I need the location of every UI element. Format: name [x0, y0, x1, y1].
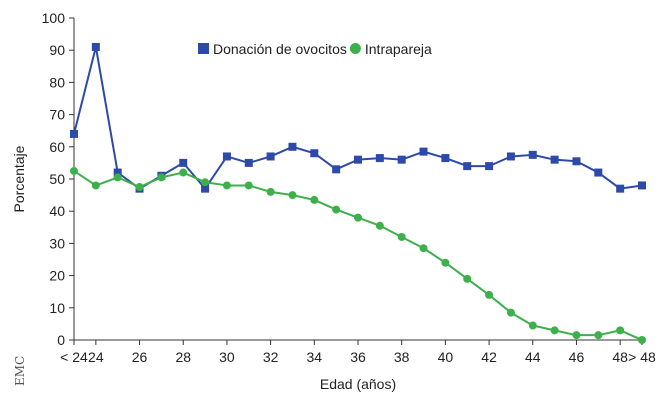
data-point — [354, 155, 362, 164]
emc-watermark: EMC — [13, 356, 27, 386]
x-tick-label: 32 — [263, 349, 279, 365]
data-point — [70, 166, 78, 175]
data-point — [572, 157, 581, 166]
x-tick-label: < 24 — [60, 349, 88, 365]
data-point — [70, 129, 78, 138]
x-axis-title: Edad (años) — [320, 376, 396, 392]
data-point — [266, 187, 275, 196]
y-ticks: 0 10 20 30 40 50 60 70 80 90 100 — [42, 10, 74, 348]
data-point — [179, 158, 188, 167]
data-point — [397, 155, 406, 164]
series-1 — [70, 42, 646, 193]
series-layer — [70, 42, 646, 344]
data-point — [550, 326, 559, 335]
data-point — [113, 173, 122, 182]
data-point — [397, 232, 406, 241]
data-point — [91, 181, 100, 190]
data-point — [201, 184, 210, 193]
data-point — [594, 331, 603, 340]
y-tick-label: 80 — [49, 74, 65, 90]
x-tick-label: 48 — [612, 349, 628, 365]
data-point — [222, 181, 231, 190]
legend-swatch — [198, 43, 209, 54]
data-point — [463, 274, 472, 283]
y-tick-label: 20 — [49, 268, 65, 284]
data-point — [354, 213, 362, 222]
series-line — [73, 170, 643, 341]
y-tick-label: 60 — [49, 139, 65, 155]
x-tick-label: 42 — [481, 349, 497, 365]
x-tick-label: > 48 — [628, 349, 656, 365]
x-tick-label: 36 — [350, 349, 366, 365]
y-axis-title: Porcentaje — [11, 145, 27, 212]
legend-label: Donación de ovocitos — [213, 41, 347, 57]
y-tick-label: 10 — [49, 300, 65, 316]
data-point — [135, 183, 144, 192]
data-point — [91, 42, 100, 51]
x-tick-label: 34 — [307, 349, 323, 365]
y-tick-label: 40 — [49, 203, 65, 219]
x-ticks: < 24 24 26 28 30 32 34 36 38 40 42 44 46 48 > 48 — [60, 340, 656, 365]
data-point — [179, 168, 188, 177]
data-point — [310, 149, 319, 158]
data-point — [638, 181, 646, 190]
series-2 — [70, 166, 646, 344]
data-point — [222, 152, 231, 161]
x-tick-label: 38 — [394, 349, 410, 365]
x-tick-label: 46 — [569, 349, 585, 365]
y-tick-label: 90 — [49, 42, 65, 58]
data-point — [506, 308, 515, 317]
data-point — [528, 150, 537, 159]
data-point — [244, 158, 253, 167]
data-point — [638, 336, 646, 344]
data-point — [463, 162, 472, 171]
y-tick-label: 100 — [42, 10, 66, 26]
legend-swatch — [349, 43, 361, 54]
data-point — [201, 178, 210, 187]
y-tick-label: 50 — [49, 171, 65, 187]
data-point — [506, 152, 515, 161]
data-point — [157, 173, 166, 182]
data-point — [332, 205, 341, 214]
data-point — [310, 195, 319, 204]
x-tick-label: 44 — [525, 349, 541, 365]
data-point — [375, 154, 384, 163]
x-tick-label: 30 — [219, 349, 235, 365]
data-point — [419, 244, 428, 253]
data-point — [375, 221, 384, 230]
data-point — [441, 154, 450, 163]
legend-item: Intrapareja — [349, 41, 432, 57]
data-point — [244, 181, 253, 190]
y-tick-label: 70 — [49, 107, 65, 123]
x-tick-label: 40 — [438, 349, 454, 365]
data-point — [594, 168, 603, 177]
x-tick-label: 28 — [175, 349, 191, 365]
data-point — [485, 290, 494, 299]
x-tick-label: 26 — [132, 349, 148, 365]
data-point — [288, 142, 297, 151]
y-tick-label: 0 — [57, 332, 65, 348]
x-tick-label: 24 — [88, 349, 104, 365]
data-point — [550, 155, 559, 164]
data-point — [288, 191, 297, 200]
data-point — [528, 321, 537, 330]
legend-label: Intrapareja — [365, 41, 432, 57]
data-point — [616, 184, 625, 193]
data-point — [332, 165, 341, 174]
data-point — [266, 152, 275, 161]
data-point — [616, 326, 625, 335]
axes: 0 10 20 30 40 50 60 70 80 90 100 < 24 24 26 28 30 32 34 3… — [42, 10, 656, 365]
y-tick-label: 30 — [49, 235, 65, 251]
data-point — [113, 168, 122, 177]
data-point — [572, 331, 581, 340]
data-point — [419, 147, 428, 156]
series-line — [73, 45, 643, 190]
legend-item: Donación de ovocitos — [198, 41, 347, 57]
data-point — [441, 258, 450, 267]
legend: Donación de ovocitos Intrapareja — [198, 41, 432, 57]
data-point — [485, 162, 494, 171]
